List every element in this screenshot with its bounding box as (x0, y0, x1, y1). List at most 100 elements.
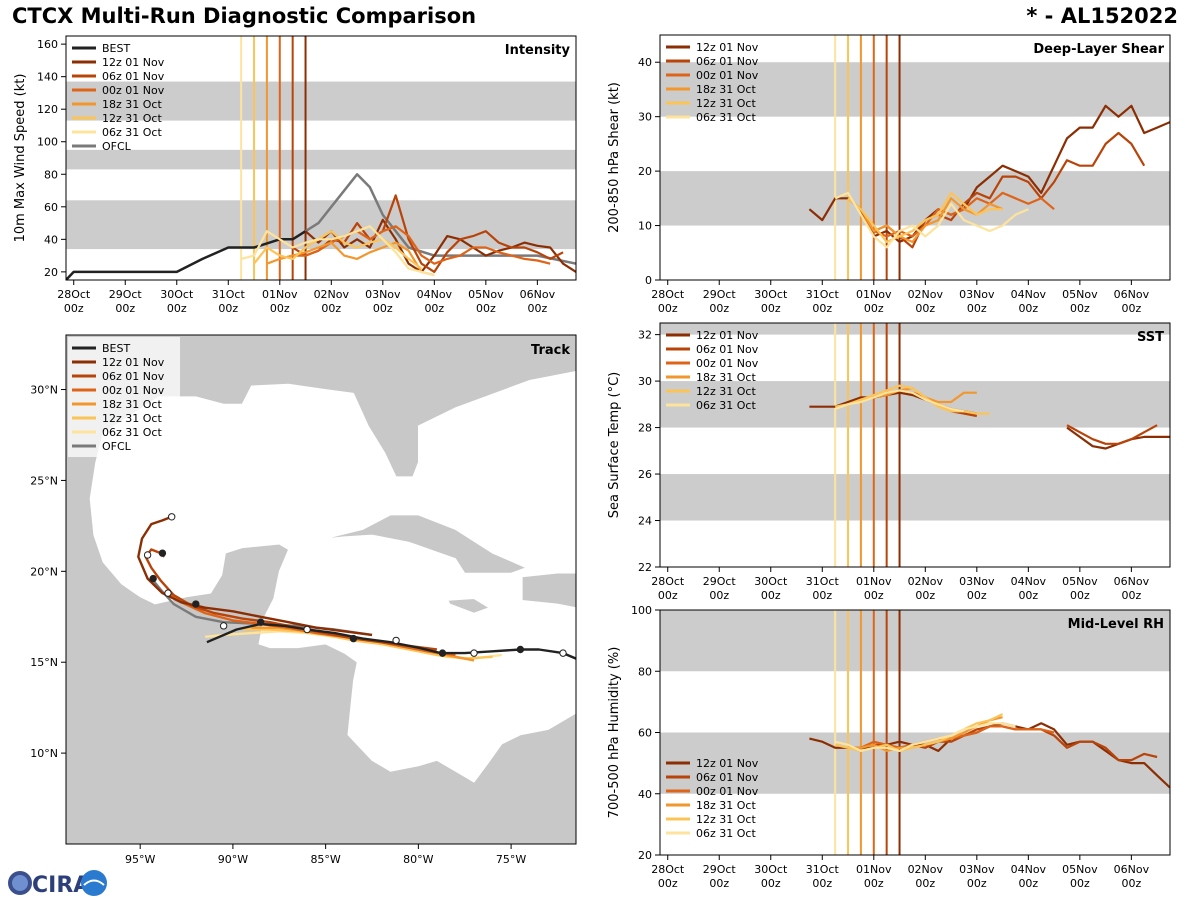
sst-xtick-label: 00z (967, 589, 987, 602)
shear-xtick-label: 00z (1121, 302, 1141, 315)
intensity-xtick-label: 00z (167, 302, 187, 315)
track-xtick-label: 90°W (218, 853, 248, 866)
rh-legend-label: 00z 01 Nov (696, 785, 759, 798)
rh-xtick-label: 01Nov (856, 863, 892, 876)
sst-xtick-label: 00z (812, 589, 832, 602)
shear-band (660, 171, 1170, 226)
intensity-xtick-label: 00z (64, 302, 84, 315)
intensity-xtick-label: 01Nov (262, 288, 298, 301)
rh-xtick-label: 31Oct (806, 863, 840, 876)
intensity-xtick-label: 02Nov (314, 288, 350, 301)
shear-xtick-label: 06Nov (1114, 288, 1150, 301)
track-line (206, 622, 576, 660)
track-legend-label: 06z 31 Oct (102, 426, 162, 439)
intensity-xtick-label: 00z (218, 302, 238, 315)
sst-series-line (834, 389, 965, 413)
rh-xtick-label: 00z (761, 877, 781, 890)
intensity-ytick-label: 160 (37, 38, 58, 51)
best-track-point (349, 634, 358, 643)
intensity-legend-label: OFCL (102, 140, 132, 153)
sst-plot (809, 323, 1170, 567)
sst-legend-label: 18z 31 Oct (696, 371, 756, 384)
shear-xtick-label: 00z (812, 302, 832, 315)
rh-xtick-label: 00z (658, 877, 678, 890)
sst-xtick-label: 00z (709, 589, 729, 602)
intensity-series-line (66, 230, 307, 280)
rh-xtick-label: 06Nov (1114, 863, 1150, 876)
shear-title: Deep-Layer Shear (1033, 42, 1164, 57)
best-track-point (219, 622, 228, 630)
sst-xtick-label: 31Oct (806, 575, 840, 588)
intensity-legend-label: 00z 01 Nov (102, 84, 165, 97)
best-track-point (470, 649, 478, 657)
rh-xtick-label: 05Nov (1062, 863, 1098, 876)
sst-title: SST (1137, 330, 1164, 345)
track-title: Track (531, 343, 570, 358)
best-track-point (143, 551, 152, 559)
intensity-title: Intensity (505, 43, 571, 58)
shear-xtick-label: 04Nov (1011, 288, 1047, 301)
intensity-xtick-label: 29Oct (109, 288, 143, 301)
rh-ytick-label: 20 (638, 849, 652, 862)
rh-series-line (834, 722, 1016, 752)
shear-xtick-label: 03Nov (959, 288, 995, 301)
intensity-band (66, 81, 576, 121)
intensity-legend-label: BEST (102, 42, 130, 55)
track-legend-label: BEST (102, 342, 130, 355)
rh-legend-label: 18z 31 Oct (696, 799, 756, 812)
shear-ytick-label: 10 (638, 220, 652, 233)
intensity-legend-label: 12z 31 Oct (102, 112, 162, 125)
shear-xtick-label: 00z (761, 302, 781, 315)
intensity-xtick-label: 00z (321, 302, 341, 315)
rh-legend-label: 12z 01 Nov (696, 757, 759, 770)
rh-legend-label: 06z 01 Nov (696, 771, 759, 784)
sst-xtick-label: 04Nov (1011, 575, 1047, 588)
rh-legend-label: 06z 31 Oct (696, 827, 756, 840)
intensity-xtick-label: 00z (527, 302, 547, 315)
sst-ytick-label: 32 (638, 329, 652, 342)
track-ytick-label: 10°N (30, 747, 58, 760)
sst-xtick-label: 30Oct (754, 575, 788, 588)
land (447, 598, 490, 614)
rh-xtick-label: 29Oct (703, 863, 737, 876)
sst-band (660, 474, 1170, 521)
rh-xtick-label: 00z (1070, 877, 1090, 890)
track-ytick-label: 25°N (30, 474, 58, 487)
intensity-legend-label: 06z 31 Oct (102, 126, 162, 139)
intensity-xtick-label: 28Oct (57, 288, 91, 301)
rh-series-line (860, 725, 1055, 749)
sst-xtick-label: 00z (864, 589, 884, 602)
track-frame (65, 334, 577, 845)
track-legend-label: 18z 31 Oct (102, 398, 162, 411)
sst-legend-label: 06z 01 Nov (696, 343, 759, 356)
shear-series-line (847, 191, 1003, 243)
track-xtick-label: 85°W (310, 853, 340, 866)
land (66, 335, 576, 844)
sst-xtick-label: 05Nov (1062, 575, 1098, 588)
shear-ytick-label: 30 (638, 111, 652, 124)
best-track-point (192, 600, 200, 608)
rh-ytick-label: 40 (638, 788, 652, 801)
track-xtick-label: 95°W (125, 853, 155, 866)
rh-xtick-label: 00z (864, 877, 884, 890)
shear-xtick-label: 00z (1018, 302, 1038, 315)
intensity-xtick-label: 00z (424, 302, 444, 315)
best-track-point (149, 574, 157, 583)
sst-legend-label: 12z 01 Nov (696, 329, 759, 342)
shear-xtick-label: 00z (1070, 302, 1090, 315)
sst-xtick-label: 00z (1121, 589, 1141, 602)
rh-plot (809, 610, 1170, 855)
shear-xtick-label: 00z (864, 302, 884, 315)
sst-chart: 22242628303228Oct00z29Oct00z30Oct00z31Oc… (607, 322, 1171, 602)
sst-xtick-label: 00z (761, 589, 781, 602)
rh-title: Mid-Level RH (1068, 617, 1164, 632)
sst-legend-label: 12z 31 Oct (696, 385, 756, 398)
rh-xtick-label: 30Oct (754, 863, 788, 876)
intensity-ytick-label: 120 (37, 103, 58, 116)
shear-band (660, 62, 1170, 117)
cira-logo: CIRA (8, 870, 107, 898)
rh-legend-label: 12z 31 Oct (696, 813, 756, 826)
shear-ytick-label: 20 (638, 165, 652, 178)
track-legend-label: 12z 01 Nov (102, 356, 165, 369)
track-ytick-label: 20°N (30, 565, 58, 578)
